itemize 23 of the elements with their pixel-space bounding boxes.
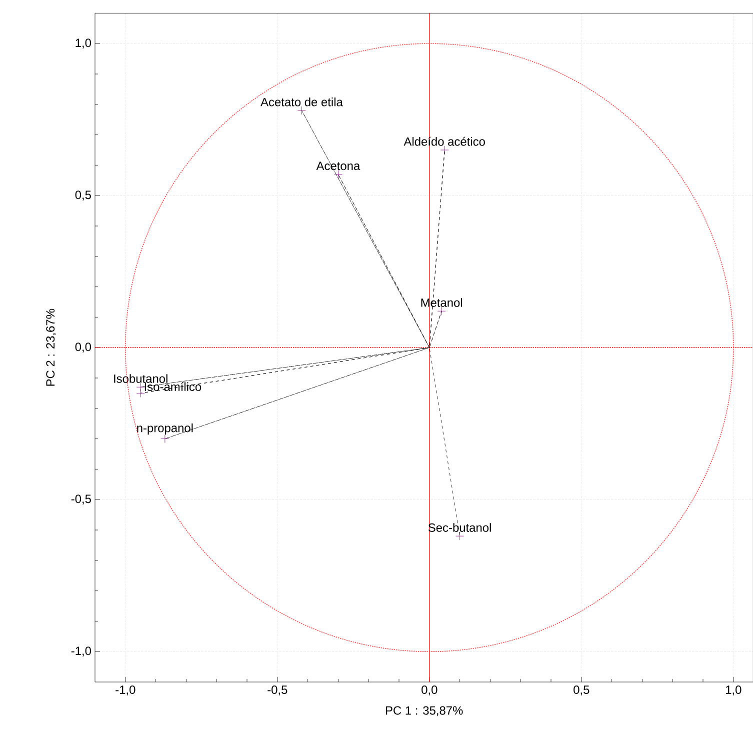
annotation: n-propanol [137, 423, 193, 435]
point [456, 532, 464, 540]
point [136, 388, 145, 398]
y-tick-label: -1,0 [71, 646, 92, 657]
x-tick-label: 0,5 [574, 686, 590, 696]
y-tick-label: 1,0 [76, 38, 92, 49]
point [160, 434, 170, 443]
annotation: Acetato de etila [260, 98, 343, 106]
y-axis-title: PC 2 : 23,67% [46, 308, 56, 386]
y-tick-label: 0,5 [75, 190, 91, 201]
point [334, 170, 342, 179]
x-tick-label: -0,5 [268, 686, 288, 696]
annotation: Acetona [316, 162, 360, 170]
x-tick-label: 1,0 [726, 686, 742, 696]
y-tick-label: 0,0 [75, 342, 92, 353]
x-axis-title: PC 1 : 35,87% [386, 706, 463, 716]
point [298, 106, 306, 115]
y-tick-label: -0,5 [71, 494, 91, 505]
point [440, 146, 449, 154]
x-tick-label: 0,0 [422, 686, 438, 696]
annotation: Isobutanol [114, 374, 168, 383]
x-tick-label: -1,0 [116, 686, 136, 696]
point [437, 306, 446, 316]
